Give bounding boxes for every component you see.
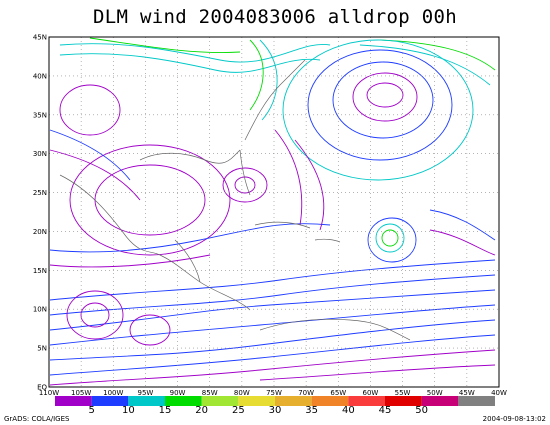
lon-label: 90W [170,389,186,397]
colorbar-swatch [165,396,202,406]
colorbar-swatch [311,396,349,406]
colorbar-swatch [421,396,459,406]
grads-credit: GrADS: COLA/IGES [4,415,70,423]
latitude-labels: 45N 40N 35N 30N 25N 20N 15N 10N 5N EQ [33,34,48,392]
map-title: DLM wind 2004083006 alldrop 00h [93,6,457,28]
colorbar-swatch [348,396,385,406]
colorbar-label: 30 [269,405,282,416]
lon-label: 40W [491,389,507,397]
longitude-labels: 110W 105W 100W 95W 90W 85W 80W 75W 70W 65W 60W 55W 5… [39,389,507,397]
lat-label: 5N [37,345,47,353]
lat-label: 35N [33,111,47,119]
colorbar-swatch [275,396,312,406]
colorbar-swatch [201,396,239,406]
lon-label: 65W [330,389,346,397]
colorbar-swatch [128,396,165,406]
colorbar-label: 15 [159,405,172,416]
lon-label: 70W [298,389,314,397]
lat-label: 45N [33,34,47,42]
colorbar-swatch [238,396,275,406]
colorbar-swatch [458,396,495,406]
lon-label: 50W [427,389,443,397]
lat-label: EQ [37,384,47,392]
colorbar-label: 10 [122,405,135,416]
lat-label: 10N [33,306,47,314]
map-frame [48,36,500,388]
colorbar-label: 35 [305,405,318,416]
lat-label: 40N [33,72,47,80]
colorbar-swatch [55,396,92,406]
colorbar-label: 5 [88,405,94,416]
colorbar-swatch [385,396,422,406]
colorbar-label: 45 [379,405,392,416]
colorbar-swatch [91,396,129,406]
lat-label: 15N [33,267,47,275]
coastlines [59,59,411,341]
colorbar-label: 40 [342,405,355,416]
lat-label: 20N [33,228,47,236]
streamlines [49,37,496,386]
lon-label: 45W [459,389,475,397]
graticule [49,37,499,387]
lon-label: 55W [395,389,411,397]
lat-label: 25N [33,189,47,197]
lon-label: 110W [39,389,59,397]
colorbar-label: 20 [195,405,208,416]
lon-label: 75W [266,389,282,397]
lon-label: 95W [138,389,154,397]
lon-label: 105W [71,389,91,397]
speed-colorbar: 5 10 15 20 25 30 35 40 45 50 [55,396,495,416]
lon-label: 85W [202,389,218,397]
lon-label: 80W [234,389,250,397]
lon-label: 60W [363,389,379,397]
lon-label: 100W [103,389,123,397]
lat-label: 30N [33,150,47,158]
colorbar-label: 50 [415,405,428,416]
timestamp: 2004-09-08-13:02 [482,415,546,423]
colorbar-label: 25 [232,405,245,416]
